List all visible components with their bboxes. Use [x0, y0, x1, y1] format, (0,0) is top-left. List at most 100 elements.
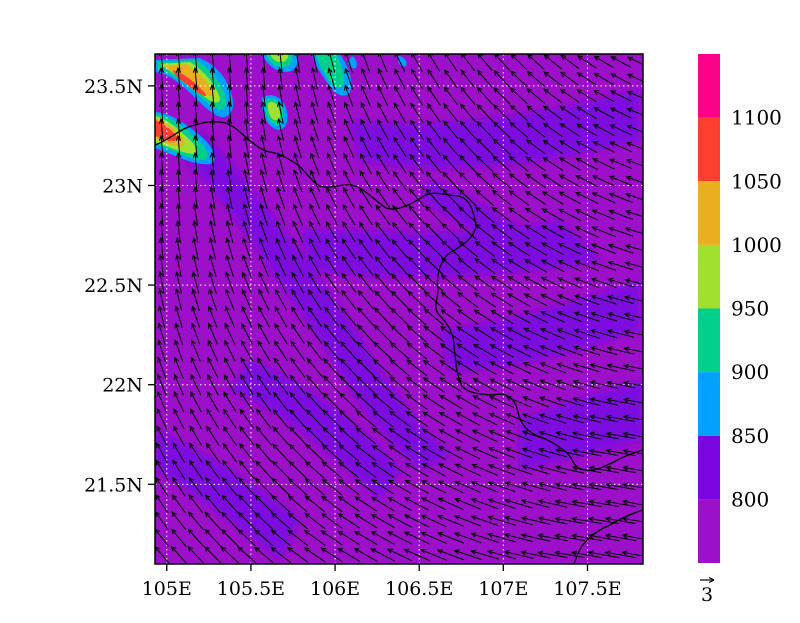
- wind-arrow: [454, 446, 481, 460]
- wind-arrow: [506, 310, 531, 324]
- wind-arrow: [560, 54, 580, 70]
- wind-arrow: [504, 481, 533, 492]
- wind-arrow: [275, 271, 287, 294]
- wind-arrow: [541, 225, 565, 239]
- wind-arrow: [421, 480, 447, 494]
- wind-arrow: [605, 397, 636, 406]
- wind-arrow: [488, 395, 515, 409]
- wind-arrow: [339, 392, 359, 411]
- wind-arrow: [441, 222, 461, 241]
- wind-arrow: [490, 292, 514, 308]
- wind-arrow: [440, 274, 461, 292]
- wind-arrow: [370, 513, 395, 529]
- wind-arrow: [457, 257, 478, 275]
- wind-arrow: [390, 290, 409, 310]
- wind-arrow: [606, 363, 635, 372]
- wind-arrow: [291, 288, 305, 311]
- wind-arrow: [510, 70, 528, 88]
- wind-arrow: [623, 295, 643, 302]
- wind-arrow: [191, 322, 201, 345]
- wind-arrow: [590, 311, 617, 322]
- wind-arrow: [308, 254, 322, 277]
- wind-arrow: [338, 444, 360, 462]
- wind-arrow: [488, 429, 515, 442]
- wind-arrow: [622, 431, 643, 438]
- wind-arrow: [456, 309, 479, 325]
- wind-arrow: [307, 306, 323, 328]
- wind-arrow: [256, 374, 272, 395]
- wind-arrow: [454, 498, 481, 510]
- wind-arrow: [438, 411, 463, 427]
- wind-arrow: [553, 550, 585, 559]
- wind-arrow: [337, 530, 361, 546]
- wind-arrow: [341, 238, 356, 260]
- wind-arrow: [455, 394, 480, 409]
- wind-arrow: [607, 277, 634, 288]
- wind-arrow: [173, 408, 185, 430]
- wind-arrow: [606, 329, 635, 338]
- wind-arrow: [359, 170, 373, 192]
- wind-arrow: [277, 66, 283, 91]
- wind-arrow: [471, 463, 498, 476]
- wind-arrow: [287, 495, 308, 513]
- wind-arrow: [554, 499, 585, 508]
- wind-arrow: [222, 425, 238, 446]
- wind-arrow: [471, 429, 498, 443]
- wind-arrow: [559, 71, 580, 86]
- wind-arrow: [538, 430, 567, 441]
- wind-arrow: [625, 158, 643, 167]
- wind-arrow: [374, 255, 391, 276]
- wind-arrow: [224, 322, 236, 345]
- wind-arrow: [387, 496, 412, 511]
- wind-arrow: [192, 66, 199, 91]
- wind-arrow: [537, 516, 568, 525]
- wind-arrow: [208, 237, 217, 261]
- wind-arrow: [226, 151, 233, 176]
- wind-arrow: [287, 512, 308, 530]
- wind-arrow: [242, 168, 250, 193]
- wind-arrow: [573, 294, 600, 306]
- wind-arrow: [289, 409, 307, 429]
- wind-arrow: [622, 448, 643, 455]
- wind-arrow: [408, 222, 426, 242]
- wind-arrow: [324, 289, 340, 310]
- wind-arrow: [337, 478, 360, 496]
- wind-arrow: [537, 533, 568, 542]
- wind-arrow: [554, 533, 585, 542]
- wind-arrow: [493, 70, 511, 88]
- wind-arrow: [372, 393, 394, 411]
- wind-arrow: [404, 462, 429, 478]
- wind-arrow: [188, 459, 203, 480]
- wind-arrow: [207, 339, 219, 362]
- wind-arrow: [189, 425, 203, 446]
- wind-arrow: [607, 260, 634, 271]
- wind-arrow: [609, 90, 632, 102]
- wind-arrow: [573, 277, 600, 289]
- wind-arrow: [339, 358, 358, 378]
- wind-arrow: [324, 306, 340, 327]
- wind-arrow: [456, 360, 480, 376]
- wind-arrow: [375, 238, 391, 259]
- wind-arrow: [222, 408, 237, 429]
- wind-arrow: [476, 86, 493, 105]
- wind-arrow: [324, 272, 340, 294]
- wind-arrow: [208, 254, 217, 277]
- wind-arrow: [187, 545, 205, 564]
- wind-arrow: [506, 327, 531, 341]
- wind-arrow: [294, 83, 301, 108]
- wind-arrow: [189, 442, 203, 463]
- wind-arrow: [259, 186, 268, 209]
- wind-arrow: [326, 152, 337, 175]
- wind-arrow: [354, 461, 377, 478]
- wind-arrow: [205, 459, 221, 480]
- wind-arrow: [291, 271, 305, 294]
- wind-arrow: [556, 311, 583, 323]
- wind-arrow: [420, 514, 447, 528]
- wind-arrow: [208, 305, 218, 328]
- wind-arrow: [559, 105, 580, 120]
- wind-arrow: [623, 346, 643, 353]
- wind-arrow: [438, 394, 463, 410]
- wind-arrow: [240, 339, 254, 362]
- wind-arrow: [608, 158, 633, 170]
- wind-arrow: [326, 203, 338, 226]
